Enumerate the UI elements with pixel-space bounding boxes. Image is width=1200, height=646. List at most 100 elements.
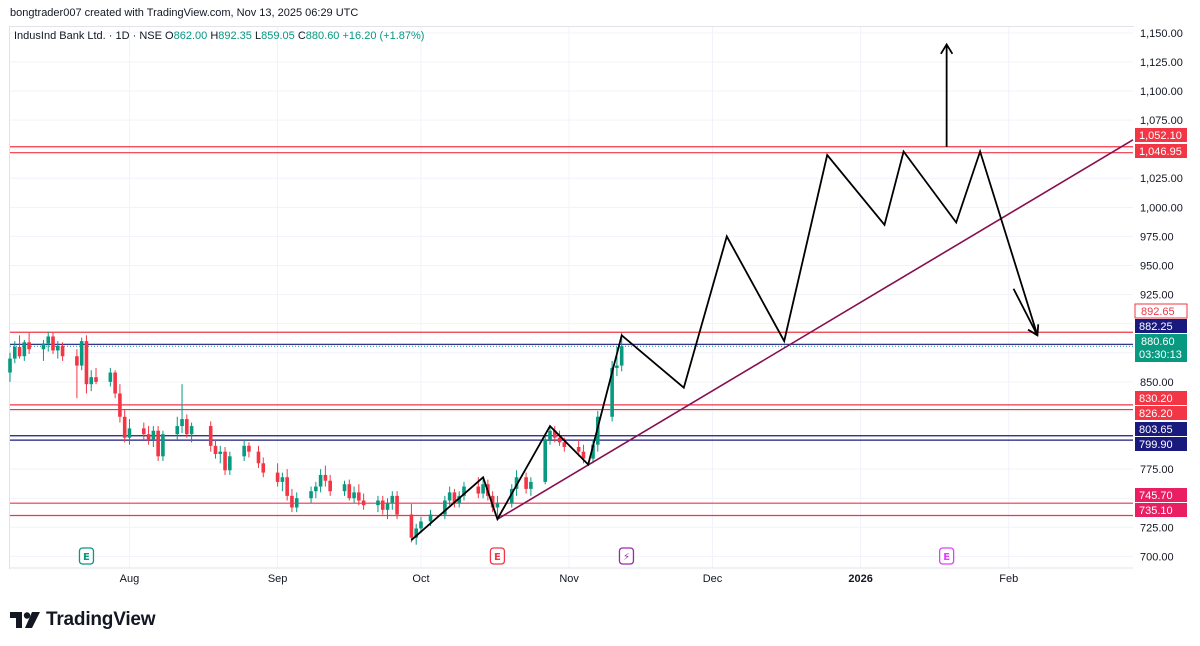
candle-body (280, 477, 285, 482)
candle-body (376, 500, 380, 506)
candle-body (347, 484, 352, 499)
open-label: O (165, 30, 174, 42)
candle-body (60, 345, 65, 357)
price-tick-label: 1,100.00 (1140, 86, 1183, 98)
projection-path (410, 148, 1039, 541)
price-label-box (1135, 319, 1187, 333)
candle-body (51, 336, 55, 351)
arrow-shaft (1012, 288, 1039, 336)
low-label: L (254, 30, 262, 42)
candle-body (161, 434, 165, 457)
chart-frame (9, 26, 1134, 569)
candle-body (142, 428, 146, 435)
chart-credit: bongtrader007 created with TradingView.c… (10, 7, 359, 19)
price-tick-label: 1,025.00 (1140, 173, 1183, 185)
candle-body (447, 492, 452, 501)
candle-body (414, 528, 418, 538)
event-marker-icon (938, 547, 955, 565)
price-tick-label: 1,000.00 (1140, 202, 1183, 214)
candle-body (118, 393, 122, 417)
high-label: H (210, 30, 219, 42)
price-label-box (1135, 391, 1187, 405)
candle-body (557, 437, 562, 443)
candle-body (46, 336, 51, 344)
candle-body (285, 477, 289, 496)
last-price-text: 880.60 (1141, 336, 1175, 348)
candle-body (22, 342, 27, 357)
time-tick-label: Nov (559, 573, 579, 585)
symbol-name: IndusInd Bank Ltd. · 1D · NSE (14, 30, 162, 42)
countdown-text: 03:30:13 (1139, 349, 1182, 361)
candle-body (180, 419, 184, 427)
tradingview-logo[interactable]: TradingView (10, 608, 156, 632)
price-label-text: 882.25 (1139, 321, 1173, 333)
horizontal-levels (10, 146, 1133, 517)
candle-body (75, 356, 79, 366)
price-tick-label: 1,150.00 (1140, 28, 1183, 40)
candle-body (361, 500, 366, 506)
candle-body (509, 488, 514, 503)
candle-body (495, 502, 500, 508)
time-tick-label: 2026 (848, 573, 872, 585)
price-tick-label: 950.00 (1140, 261, 1174, 273)
price-labels: 1,052.10 1,046.95 892.65 882.25 880.6003:30:… (1134, 128, 1188, 517)
candle-body (290, 495, 294, 508)
last-price-box (1135, 334, 1187, 362)
candle-body (323, 474, 328, 481)
candle-body (395, 495, 399, 515)
candle-body (223, 451, 227, 471)
price-tick-label: 1,075.00 (1140, 115, 1183, 127)
price-chart[interactable]: E E ⚡ E 1,150.001,125.001,100.001,075.001,0… (0, 0, 1200, 600)
candle-body (524, 477, 528, 489)
event-marker-icon (78, 547, 95, 565)
candle-body (357, 492, 361, 501)
candle-body (12, 346, 17, 359)
symbol-legend[interactable]: IndusInd Bank Ltd. · 1D · NSE O862.00 H8… (14, 30, 424, 42)
candle-body (352, 492, 356, 499)
candle-body (146, 434, 151, 441)
candle-body (247, 445, 251, 452)
candle-body (122, 416, 127, 438)
price-label-text: 745.70 (1139, 490, 1173, 502)
open-value: 862.00 (173, 30, 208, 42)
candle-body (151, 430, 156, 441)
candle-body (108, 372, 113, 382)
candle-body (89, 377, 94, 385)
candles (8, 331, 624, 545)
candle-body (318, 474, 323, 487)
price-axis: 1,150.00 1,125.00 1,100.00 1,075.00 1,025.00… (1140, 28, 1183, 564)
candle-body (189, 426, 194, 435)
candle-body (581, 451, 586, 459)
price-label-text: 1,052.10 (1139, 130, 1182, 142)
brand-name: TradingView (46, 609, 156, 630)
candle-body (591, 444, 595, 459)
event-marker-label: E (943, 552, 950, 563)
price-tick-label: 925.00 (1140, 290, 1174, 302)
price-label-text: 799.90 (1139, 439, 1173, 451)
price-label-text: 803.65 (1139, 424, 1173, 436)
candle-body (185, 419, 189, 435)
candle-body (490, 495, 495, 508)
candle-body (55, 345, 60, 351)
candle-body (529, 481, 533, 489)
candle-body (390, 495, 395, 503)
candle-body (481, 484, 485, 494)
candle-body (27, 342, 31, 350)
price-label-text: 830.20 (1139, 393, 1173, 405)
candle-body (615, 365, 619, 368)
time-tick-label: Dec (703, 573, 723, 585)
high-value: 892.35 (218, 30, 252, 42)
candle-body (548, 430, 552, 441)
candle-body (261, 463, 266, 473)
price-label-box (1135, 422, 1187, 436)
price-tick-label: 975.00 (1140, 231, 1174, 243)
candle-body (17, 346, 22, 357)
candle-body (562, 442, 567, 448)
candle-body (514, 477, 519, 489)
candle-body (452, 492, 457, 503)
candle-body (462, 486, 466, 496)
candle-body (428, 514, 433, 522)
candle-body (409, 514, 414, 538)
arrow-head-icon (1027, 324, 1040, 337)
drawings (410, 42, 1134, 541)
